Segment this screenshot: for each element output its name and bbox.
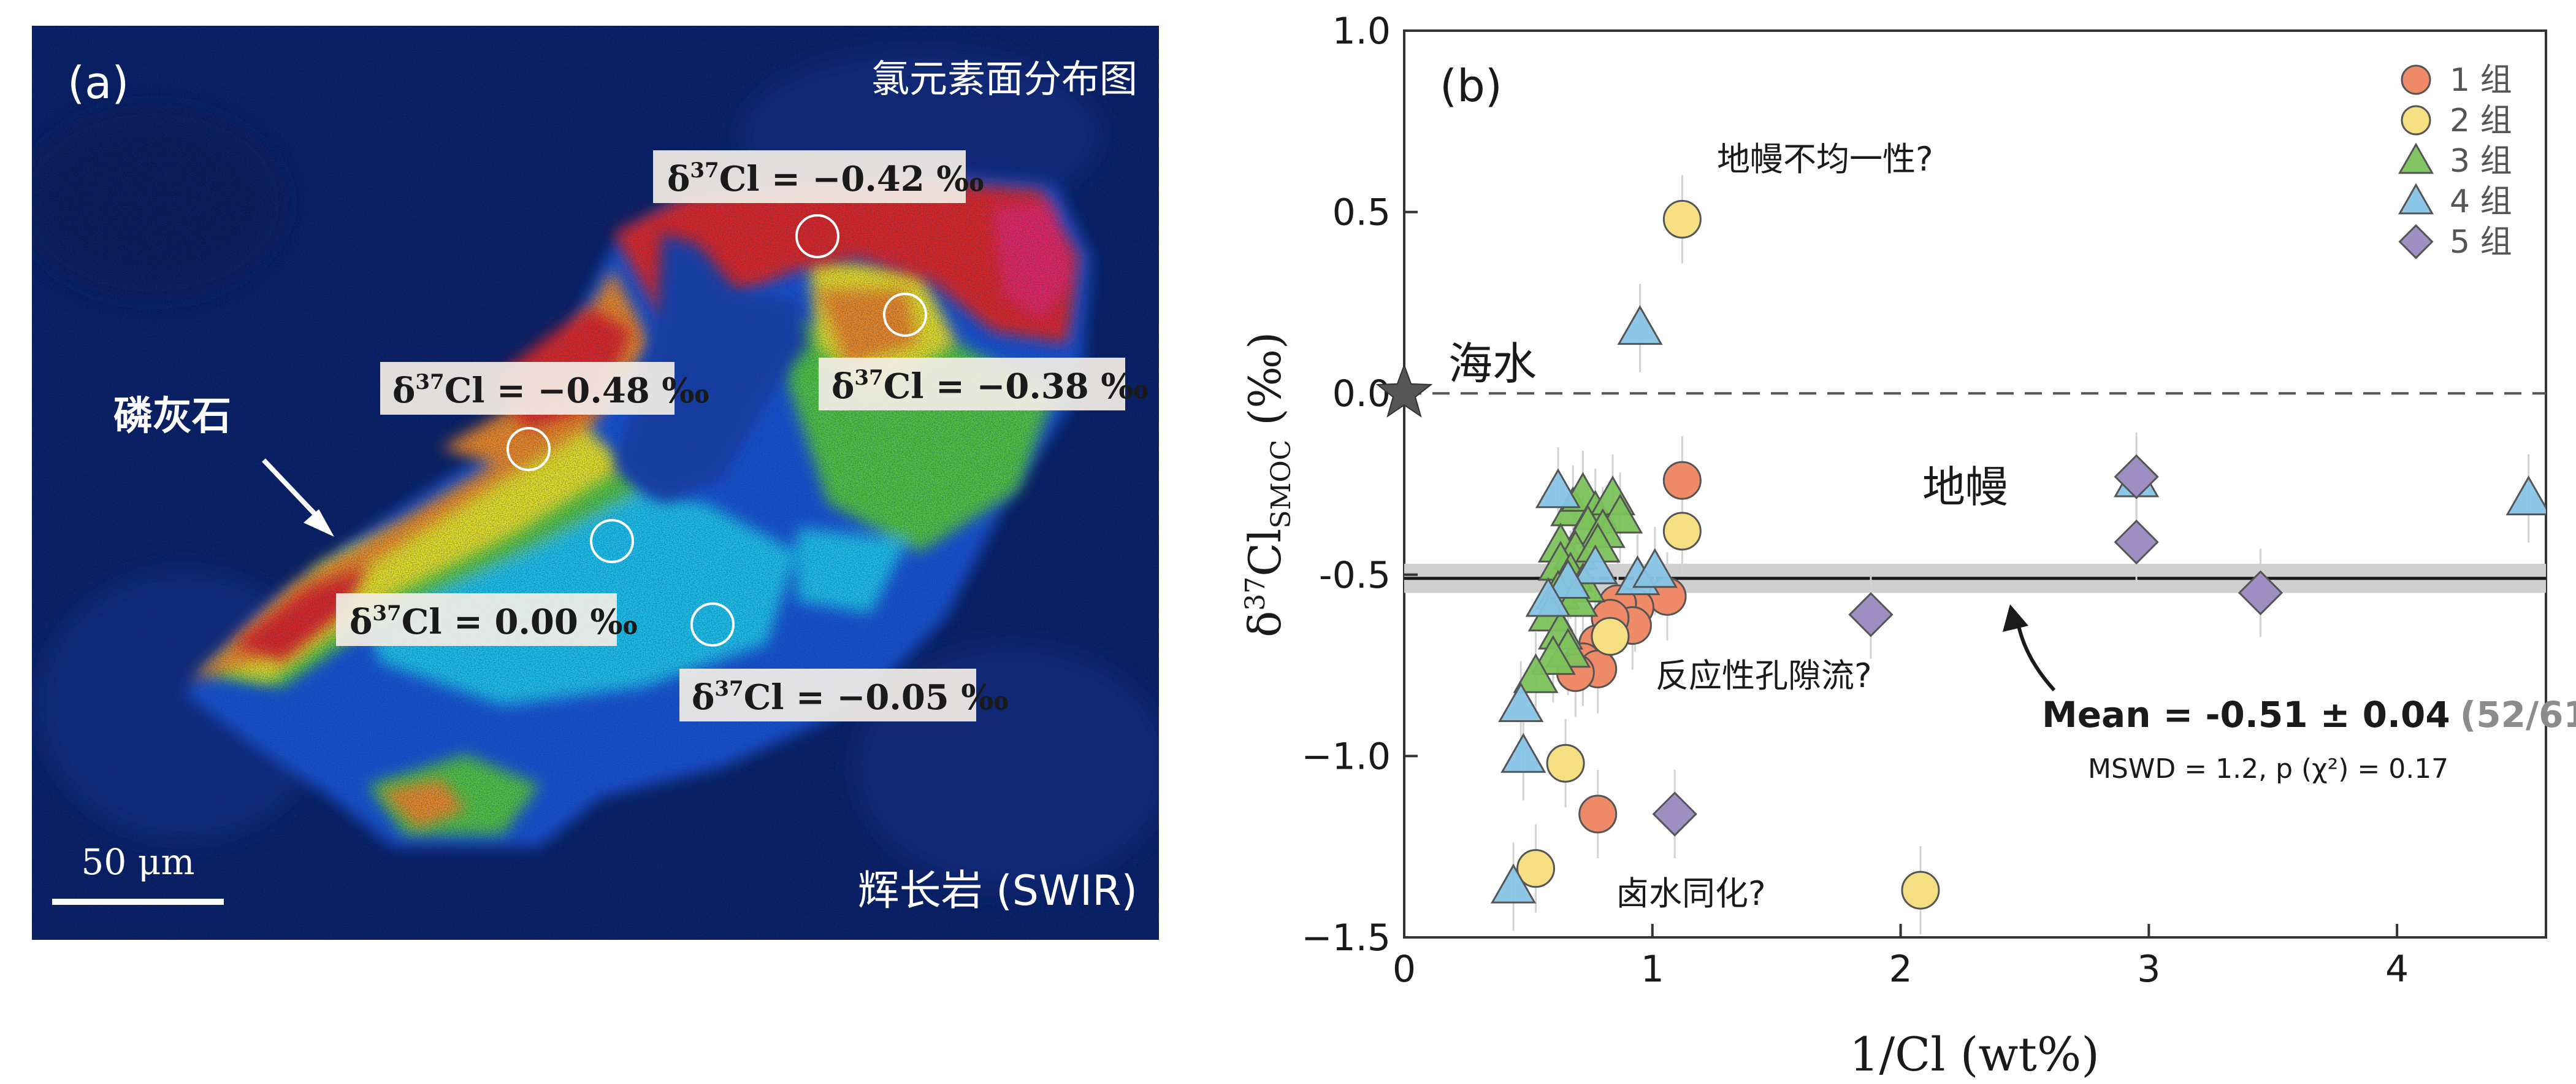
scale-label: 50 μm [82,841,195,883]
y-tick-label: 0.0 [1332,372,1391,415]
data-point-group-5 [2114,454,2159,499]
mantle-label: 地幔 [1922,462,2008,512]
data-point-group-5 [2114,519,2159,565]
legend-label: 1 组 [2450,62,2512,99]
legend-label: 2 组 [2450,102,2512,139]
mswd-annotation: MSWD = 1.2, p (χ²) = 0.17 [2088,753,2448,785]
y-axis-label: δ37ClSMOC (‰) [1239,332,1297,637]
data-point-group-1 [1578,794,1618,834]
legend: 1 组2 组 3 组4 组 5 组 [2398,62,2512,261]
spot-label-5: δ37Cl = −0.05 ‰ [679,669,1009,721]
legend-label: 3 组 [2450,143,2512,180]
data-point-group-2 [1516,849,1556,888]
data-point-group-3 [1513,653,1559,693]
mineral-arrow [262,458,324,523]
legend-marker-group-3 [2398,142,2434,174]
legend-marker-group-1 [2401,64,2431,95]
data-point-group-3 [1530,635,1576,675]
data-point-group-4 [1632,548,1678,588]
svg-text:δ37Cl = −0.42 ‰: δ37Cl = −0.42 ‰ [667,158,984,199]
data-point-group-4 [2505,475,2546,516]
panel-a-label: (a) [67,57,129,109]
y-tick-label: −1.5 [1301,917,1391,959]
data-point-group-4 [1498,682,1544,723]
spot-circle [590,519,634,563]
mean-arrowhead [2003,604,2028,632]
brine-assimilation-label: 卤水同化? [1616,874,1766,913]
seawater-label: 海水 [1448,338,1537,390]
legend-label: 5 组 [2450,224,2512,261]
data-point-group-4 [1617,305,1663,345]
mineral-arrowhead [304,509,334,537]
panel-b-label: (b) [1440,60,1502,112]
panel-b-chart: 0 1 2 3 4 1.0 0.5 0.0 -0.5 −1.0 −1.5 1/Cl (wt%) δ3… [1239,10,2576,1082]
data-point-group-2 [1662,512,1702,551]
y-tick-label: -0.5 [1319,554,1391,597]
axes: 0 1 2 3 4 1.0 0.5 0.0 -0.5 −1.0 −1.5 [1301,10,2409,991]
seawater-star-marker [1375,363,1433,418]
data-point-group-2 [1546,744,1585,783]
data-point-group-4 [1572,544,1618,585]
spot-circle [690,602,735,647]
mineral-label: 磷灰石 [113,394,231,439]
y-tick-label: 0.5 [1332,191,1391,234]
spot-circle [506,427,551,471]
spot-circle [883,293,927,337]
x-tick-label: 4 [2385,948,2409,991]
x-tick-label: 0 [1393,948,1416,991]
x-tick-label: 3 [2137,948,2160,991]
x-tick-label: 1 [1641,948,1664,991]
x-axis-label: 1/Cl (wt%) [1849,1027,2100,1082]
data-point-group-4 [1535,468,1581,509]
plot-frame [1403,29,2547,939]
legend-marker-group-4 [2398,183,2434,215]
reactive-flow-label: 反应性孔隙流? [1656,656,1872,695]
data-point-group-4 [1545,559,1591,599]
data-point-group-4 [1525,577,1571,617]
spot-label-1: δ37Cl = −0.42 ‰ [653,150,984,203]
data-point-group-2 [1591,617,1630,656]
svg-text:δ37Cl = −0.38 ‰: δ37Cl = −0.38 ‰ [831,366,1148,407]
data-point-group-4 [1491,863,1537,904]
spot-label-3: δ37Cl = −0.48 ‰ [380,362,709,415]
y-tick-label: 1.0 [1332,10,1391,53]
legend-label: 4 组 [2450,183,2512,220]
data-point-group-2 [1901,871,1940,910]
data-point-group-5 [2238,570,2284,615]
data-point-group-4 [1500,732,1546,773]
data-point-group-2 [1662,199,1702,239]
panel-a-map: δ37Cl = −0.42 ‰ δ37Cl = −0.38 ‰ δ37Cl = … [32,26,1159,940]
spot-label-2: δ37Cl = −0.38 ‰ [819,358,1148,410]
svg-text:δ37Cl = −0.48 ‰: δ37Cl = −0.48 ‰ [392,370,709,411]
x-tick-label: 2 [1889,948,1912,991]
y-tick-label: −1.0 [1301,735,1391,778]
spot-circle [795,214,839,258]
data-point-group-1 [1662,461,1702,500]
map-title: 氯元素面分布图 [871,56,1137,101]
mantle-heterogeneity-label: 地幔不均一性? [1717,140,1933,179]
mean-arrow [2016,619,2056,692]
svg-text:δ37Cl = −0.05 ‰: δ37Cl = −0.05 ‰ [692,677,1009,718]
mean-annotation: Mean = -0.51 ± 0.04(52/61) [2042,694,2576,736]
data-points [1491,199,2546,910]
legend-marker-group-2 [2401,105,2431,136]
data-point-group-5 [1848,592,1894,637]
svg-text:δ37Cl = 0.00 ‰: δ37Cl = 0.00 ‰ [350,601,638,642]
sample-label: 辉长岩 (SWIR) [858,867,1137,915]
data-point-group-5 [1652,791,1697,837]
spot-label-4: δ37Cl = 0.00 ‰ [336,593,638,646]
legend-marker-group-5 [2398,224,2434,259]
